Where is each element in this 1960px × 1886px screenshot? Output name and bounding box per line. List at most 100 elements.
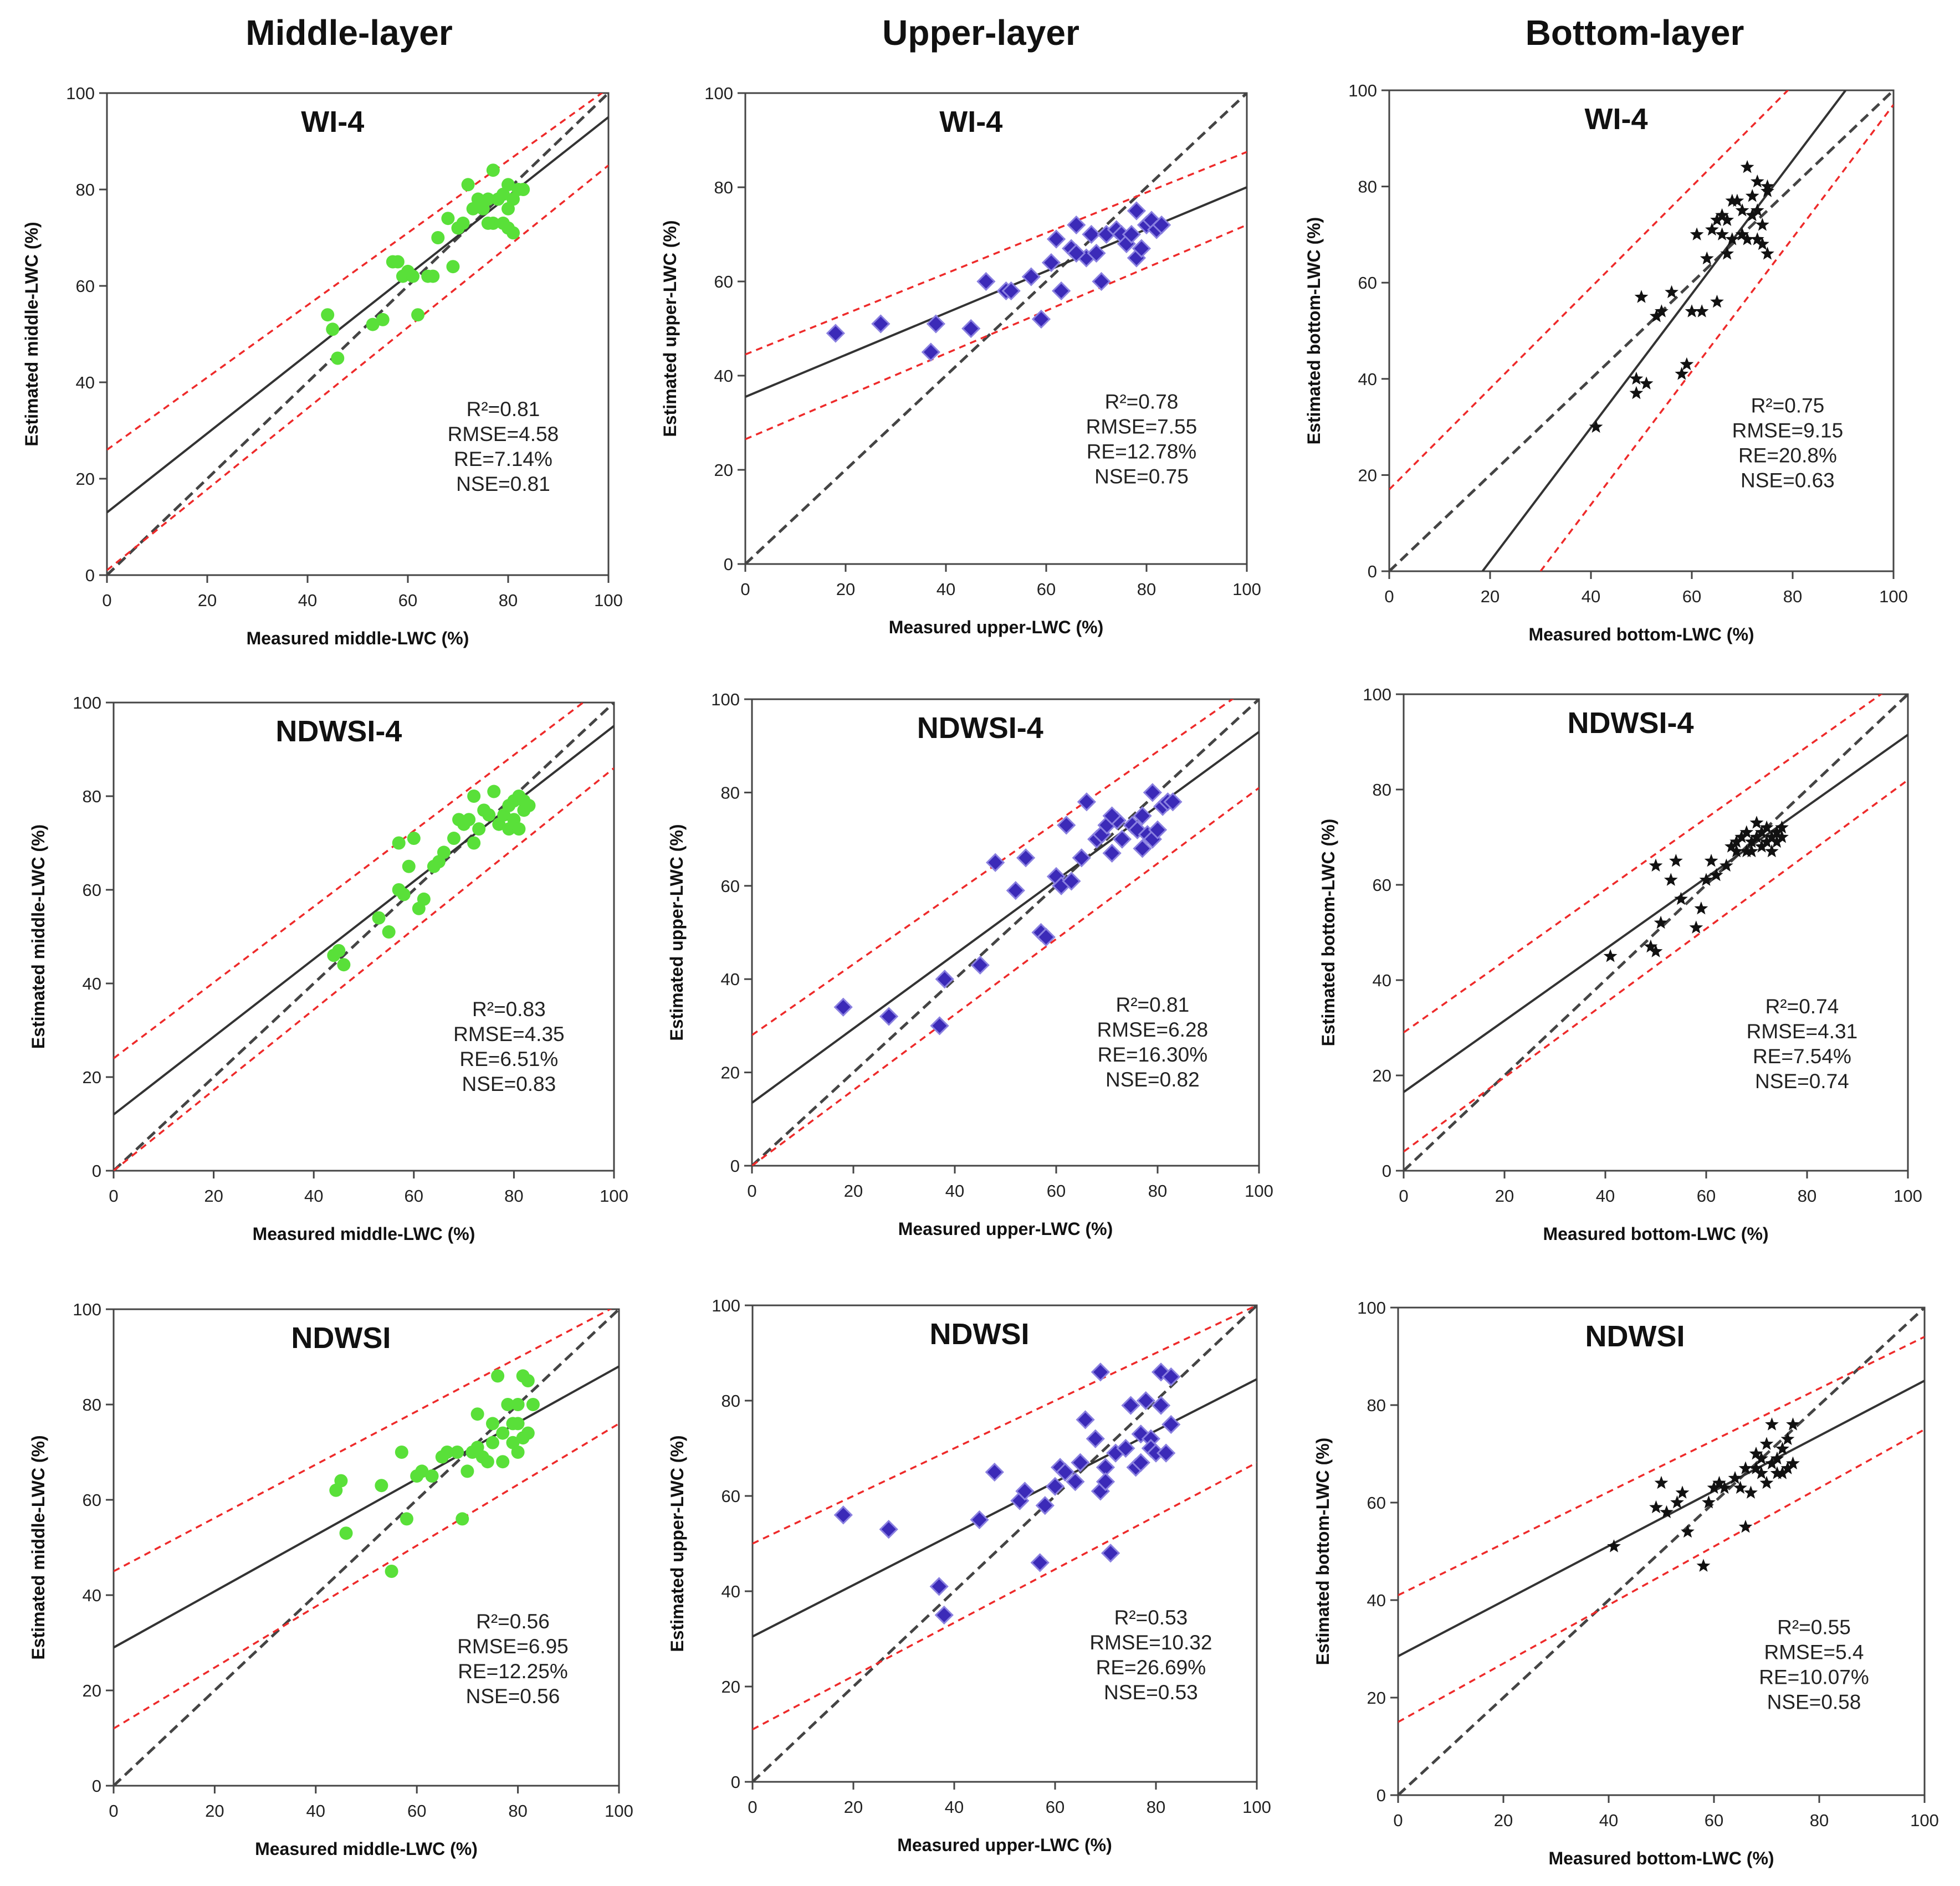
data-point bbox=[1116, 1438, 1135, 1458]
scatter-panel-1: 00 20 20 40 40 60 60 80 80 100 100 Measured middle-… bbox=[22, 84, 623, 648]
upper-bound-line bbox=[1404, 694, 1883, 1034]
data-point bbox=[1730, 193, 1744, 207]
data-point bbox=[1704, 854, 1718, 867]
x-axis-label: Measured bottom-LWC (%) bbox=[1543, 1224, 1768, 1244]
y-tick-label: 20 bbox=[1358, 465, 1377, 485]
y-axis-label: Estimated bottom-LWC (%) bbox=[1304, 217, 1324, 445]
data-point bbox=[376, 312, 390, 326]
data-point bbox=[486, 1436, 499, 1449]
data-point bbox=[1759, 834, 1774, 848]
stat-rmse: RMSE=4.58 bbox=[448, 423, 559, 445]
y-tick-label: 0 bbox=[85, 566, 95, 585]
data-point bbox=[447, 832, 461, 845]
x-tick-label: 20 bbox=[1495, 1186, 1514, 1206]
data-point bbox=[1071, 1453, 1090, 1472]
data-point bbox=[1696, 1559, 1711, 1572]
data-point bbox=[481, 216, 495, 230]
scatter-panel-2: 00 20 20 40 40 60 60 80 80 100 100 Measured upper-L… bbox=[660, 84, 1261, 637]
data-point bbox=[440, 1446, 454, 1459]
x-tick-label: 20 bbox=[844, 1797, 863, 1817]
data-point bbox=[1705, 222, 1719, 236]
data-point bbox=[1739, 844, 1754, 858]
data-point bbox=[1749, 816, 1764, 829]
data-point bbox=[1629, 371, 1644, 385]
upper-bound-line bbox=[1398, 1336, 1925, 1596]
y-tick-label: 20 bbox=[721, 1677, 740, 1697]
data-point bbox=[1072, 848, 1091, 868]
x-tick-label: 100 bbox=[1242, 1797, 1271, 1817]
x-tick-label: 80 bbox=[1147, 1797, 1165, 1817]
data-point bbox=[1717, 1480, 1732, 1494]
data-point bbox=[456, 1512, 469, 1526]
data-point bbox=[1121, 1396, 1140, 1415]
regression-line bbox=[745, 186, 1247, 398]
panel-title: WI-4 bbox=[1585, 102, 1648, 136]
data-point bbox=[1764, 830, 1779, 843]
x-tick-label: 60 bbox=[405, 1186, 423, 1206]
y-tick-label: 80 bbox=[83, 1395, 101, 1414]
x-tick-label: 20 bbox=[1481, 587, 1500, 606]
data-point bbox=[1780, 1432, 1795, 1446]
data-point bbox=[1749, 1461, 1763, 1474]
data-point bbox=[1707, 1480, 1721, 1494]
data-point bbox=[521, 1426, 535, 1440]
data-point bbox=[425, 1469, 439, 1483]
data-point bbox=[1649, 309, 1664, 322]
y-tick-label: 40 bbox=[76, 373, 95, 392]
data-point bbox=[521, 1374, 535, 1387]
data-point bbox=[1096, 1472, 1115, 1492]
plot-frame bbox=[106, 92, 610, 576]
x-tick-label: 80 bbox=[504, 1186, 523, 1206]
y-tick-label: 100 bbox=[73, 1300, 101, 1319]
column-title-upper: Upper-layer bbox=[882, 13, 1079, 53]
x-tick-label: 0 bbox=[109, 1801, 118, 1821]
data-point bbox=[1664, 873, 1678, 886]
y-tick-label: 100 bbox=[66, 84, 95, 103]
data-point bbox=[1152, 215, 1171, 235]
data-point bbox=[1016, 848, 1036, 868]
data-point bbox=[1046, 229, 1066, 249]
data-point bbox=[1101, 1544, 1120, 1563]
data-point bbox=[1756, 237, 1769, 250]
data-point bbox=[1720, 858, 1733, 872]
data-point bbox=[487, 785, 501, 798]
data-point bbox=[1161, 1367, 1181, 1387]
data-point bbox=[460, 1464, 474, 1478]
y-tick-label: 20 bbox=[1367, 1688, 1386, 1708]
lower-bound-line bbox=[745, 224, 1247, 440]
upper-bound-line bbox=[107, 93, 603, 451]
data-point bbox=[1132, 239, 1152, 258]
data-point bbox=[1744, 834, 1759, 848]
data-point bbox=[1712, 1475, 1726, 1489]
regression-line bbox=[1481, 90, 1847, 571]
data-point bbox=[1112, 829, 1132, 849]
data-point bbox=[526, 1398, 540, 1411]
column-title-bottom: Bottom-layer bbox=[1525, 13, 1744, 53]
lower-bound-line bbox=[1404, 779, 1908, 1153]
data-point bbox=[1045, 1477, 1065, 1496]
data-point bbox=[501, 1398, 515, 1411]
panel-title: NDWSI bbox=[291, 1321, 391, 1355]
data-point bbox=[332, 944, 346, 957]
data-point bbox=[491, 1369, 505, 1383]
stat-rmse: RMSE=6.28 bbox=[1097, 1018, 1209, 1041]
y-tick-label: 40 bbox=[1373, 971, 1391, 990]
scatter-panel-6: 00 20 20 40 40 60 60 80 80 100 100 Measured bottom-… bbox=[1318, 685, 1922, 1244]
data-point bbox=[1001, 281, 1021, 301]
data-point bbox=[1015, 1482, 1035, 1501]
stat-r2: R²=0.81 bbox=[1116, 993, 1190, 1016]
lower-bound-line bbox=[1398, 1428, 1925, 1723]
y-tick-label: 100 bbox=[1357, 1298, 1386, 1318]
data-point bbox=[1702, 1495, 1716, 1509]
stat-re: RE=10.07% bbox=[1759, 1666, 1869, 1689]
x-tick-label: 80 bbox=[1137, 580, 1156, 599]
data-point bbox=[833, 1505, 853, 1525]
stat-re: RE=20.8% bbox=[1738, 444, 1837, 467]
y-tick-label: 100 bbox=[704, 84, 733, 103]
y-tick-label: 80 bbox=[1358, 177, 1377, 197]
data-point bbox=[1052, 281, 1071, 301]
y-axis-label: Estimated upper-LWC (%) bbox=[667, 824, 687, 1041]
data-point bbox=[1765, 1417, 1779, 1431]
data-point bbox=[366, 317, 380, 331]
data-point bbox=[375, 1479, 388, 1493]
